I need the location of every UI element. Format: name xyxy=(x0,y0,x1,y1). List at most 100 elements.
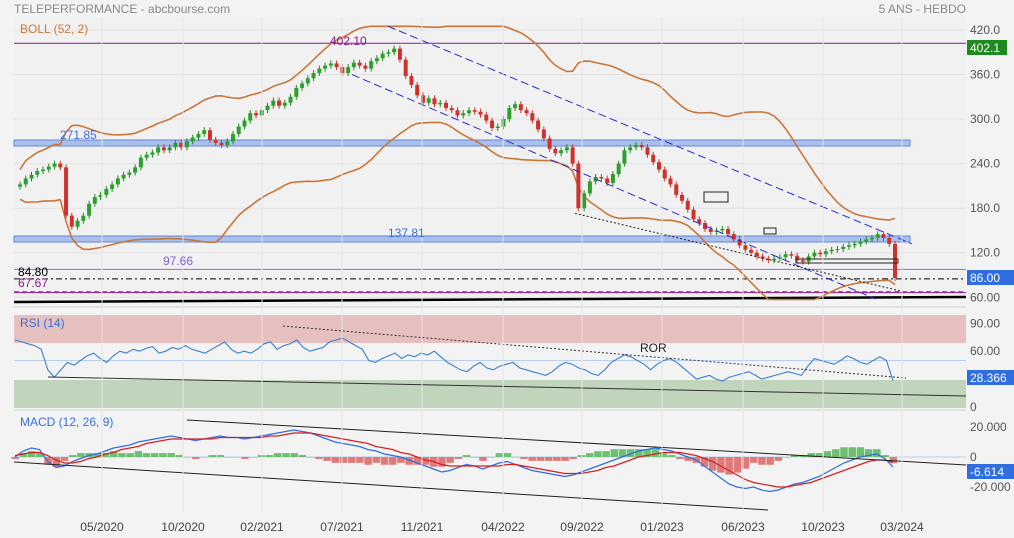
macd-histogram-bar xyxy=(413,457,422,465)
candle-body xyxy=(420,95,425,103)
candle-body xyxy=(691,209,696,220)
candle-body xyxy=(846,245,851,247)
candle-body xyxy=(869,237,874,240)
x-tick: 10/2023 xyxy=(801,520,845,534)
candle-body xyxy=(697,219,702,224)
candle-body xyxy=(184,141,189,148)
candle-body xyxy=(501,119,506,127)
candle-body xyxy=(207,130,212,140)
channel-lower xyxy=(351,74,876,300)
macd-value-box xyxy=(967,464,1014,479)
candle-body xyxy=(87,203,92,216)
x-tick: 02/2021 xyxy=(240,520,284,534)
macd-histogram-bar xyxy=(471,457,479,458)
candle-body xyxy=(64,167,69,216)
candle-body xyxy=(616,163,621,175)
macd-histogram-bar xyxy=(274,453,282,457)
candle-body xyxy=(351,62,356,68)
macd-histogram-bar xyxy=(733,457,742,473)
candle-body xyxy=(599,177,604,179)
candle-body xyxy=(150,152,155,155)
macd-ytick: 0 xyxy=(970,450,977,464)
candle-body xyxy=(633,145,638,148)
candle-body xyxy=(656,162,661,170)
candle-body xyxy=(138,157,143,168)
macd-histogram-bar xyxy=(257,455,266,457)
macd-histogram-bar xyxy=(544,457,553,461)
candle-body xyxy=(680,194,685,201)
candle-body xyxy=(852,243,857,246)
candle-body xyxy=(587,181,592,194)
candle-body xyxy=(668,178,673,185)
macd-histogram-bar xyxy=(503,453,512,457)
macd-histogram-bar xyxy=(774,457,783,461)
candle-body xyxy=(881,234,886,238)
candle-body xyxy=(52,163,57,167)
candle-body xyxy=(121,174,126,179)
bollinger-upper xyxy=(19,25,896,221)
candle-body xyxy=(265,105,270,111)
macd-histogram-bar xyxy=(109,451,118,457)
macd-histogram-bar xyxy=(479,457,487,461)
candle-body xyxy=(777,257,782,259)
candle-body xyxy=(887,237,892,244)
candle-body xyxy=(495,126,500,129)
macd-histogram-bar xyxy=(495,453,504,457)
candle-body xyxy=(161,147,166,151)
rsi-value: 28.366 xyxy=(970,371,1007,385)
candle-body xyxy=(622,150,627,164)
level-label-84: 84.80 xyxy=(18,265,48,279)
macd-histogram-bar xyxy=(150,453,159,457)
candle-body xyxy=(23,178,28,185)
candle-body xyxy=(35,171,40,175)
candle-body xyxy=(334,63,339,68)
candle-body xyxy=(98,194,103,198)
candle-body xyxy=(570,147,575,164)
candle-body xyxy=(628,147,633,151)
candle-body xyxy=(783,254,788,258)
level-label-402: 402.10 xyxy=(330,34,367,48)
candle-body xyxy=(875,234,880,238)
candle-body xyxy=(605,178,610,183)
candle-body xyxy=(518,104,523,111)
macd-histogram-bar xyxy=(93,453,102,457)
candle-body xyxy=(490,120,495,129)
candle-body xyxy=(305,78,310,84)
candle-body xyxy=(449,107,454,111)
macd-histogram-bar xyxy=(873,449,881,457)
macd-histogram-bar xyxy=(183,457,192,458)
macd-histogram-bar xyxy=(651,449,660,457)
candle-body xyxy=(156,147,161,153)
macd-histogram-bar xyxy=(282,453,290,457)
candle-body xyxy=(236,126,241,134)
macd-histogram-bar xyxy=(175,455,184,457)
macd-histogram-bar xyxy=(528,457,536,461)
level-label-271: 271.85 xyxy=(60,128,97,142)
candle-body xyxy=(737,239,742,246)
candle-body xyxy=(507,107,512,120)
candle-body xyxy=(662,169,667,179)
candle-body xyxy=(196,133,201,138)
macd-histogram-bar xyxy=(233,457,241,458)
macd-histogram-bar xyxy=(372,457,381,463)
macd-histogram-bar xyxy=(725,457,733,475)
macd-histogram-bar xyxy=(684,457,692,461)
macd-histogram-bar xyxy=(889,457,897,464)
candle-body xyxy=(29,174,34,179)
candle-body xyxy=(467,110,472,114)
macd-histogram-bar xyxy=(19,453,28,457)
candle-body xyxy=(818,252,823,255)
x-tick: 03/2024 xyxy=(880,520,924,534)
rsi-label: RSI (14) xyxy=(20,316,65,330)
candle-body xyxy=(110,184,115,189)
level-label-67: 67.67 xyxy=(18,276,48,290)
macd-histogram-bar xyxy=(438,457,446,467)
macd-histogram-bar xyxy=(512,457,520,458)
macd-histogram-bar xyxy=(60,457,69,461)
candle-body xyxy=(472,110,477,112)
macd-histogram-bar xyxy=(200,457,208,458)
candle-body xyxy=(564,147,569,151)
price-ytick: 180.0 xyxy=(970,201,1000,215)
macd-histogram-bar xyxy=(347,457,356,463)
rsi-ytick: 0 xyxy=(970,400,977,414)
